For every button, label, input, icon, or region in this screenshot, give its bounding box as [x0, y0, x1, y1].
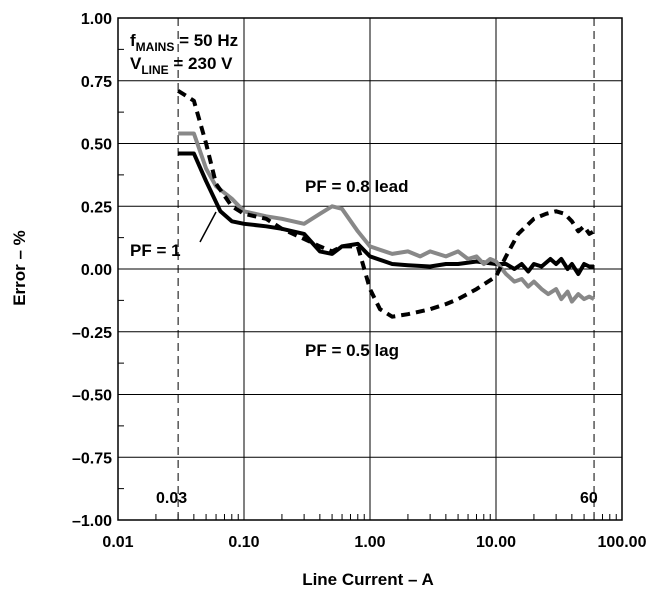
x-tick-label-3: 10.00	[476, 534, 516, 551]
marker-label-60: 60	[580, 490, 598, 507]
y-tick-label-5: –0.25	[72, 325, 112, 342]
label-pf-0-8-lead: PF = 0.8 lead	[305, 177, 408, 196]
y-tick-label-3: 0.25	[81, 199, 112, 216]
series-line-pf-0-5-lag	[177, 89, 595, 319]
x-axis-title: Line Current – A	[302, 570, 434, 589]
marker-lines	[177, 18, 595, 520]
x-tick-label-4: 100.00	[598, 534, 647, 551]
condition-line-symbol: V	[130, 54, 142, 73]
x-tick-label-0: 0.01	[102, 534, 133, 551]
plot-frame	[117, 17, 623, 521]
x-tick-label-2: 1.00	[354, 534, 385, 551]
series-line-pf-1	[178, 151, 594, 276]
condition-mains-frequency: fMAINS = 50 Hz	[130, 31, 238, 54]
y-tick-label-7: –0.75	[72, 450, 112, 467]
series-layer	[177, 89, 595, 319]
y-tick-label-2: 0.50	[81, 137, 112, 154]
y-tick-label-0: 1.00	[81, 11, 112, 28]
condition-line-value: = 230 V	[169, 54, 233, 73]
minor-ticks	[118, 48, 617, 520]
condition-mains-subscript: MAINS	[136, 40, 175, 54]
y-tick-label-8: –1.00	[72, 513, 112, 530]
y-tick-labels: 1.00 0.75 0.50 0.25 0.00 –0.25 –0.50 –0.75 –1.00	[72, 11, 112, 530]
y-axis-title: Error – %	[10, 230, 29, 306]
condition-line-voltage: VLINE = 230 V	[130, 54, 233, 77]
x-tick-labels: 0.01 0.10 1.00 10.00 100.00	[102, 534, 646, 551]
condition-line-subscript: LINE	[141, 63, 168, 77]
pf-1-leader-line	[199, 211, 217, 243]
y-tick-label-1: 0.75	[81, 74, 112, 91]
condition-mains-symbol: f	[130, 31, 136, 50]
grid-lines	[117, 17, 623, 521]
label-pf-0-5-lag: PF = 0.5 lag	[305, 341, 399, 360]
x-tick-label-1: 0.10	[228, 534, 259, 551]
label-pf-1: PF = 1	[130, 241, 181, 260]
y-tick-label-6: –0.50	[72, 388, 112, 405]
marker-label-0-03: 0.03	[156, 490, 187, 507]
y-tick-label-4: 0.00	[81, 262, 112, 279]
series-line-pf-0-8-lead	[178, 131, 595, 304]
condition-mains-value: = 50 Hz	[174, 31, 238, 50]
